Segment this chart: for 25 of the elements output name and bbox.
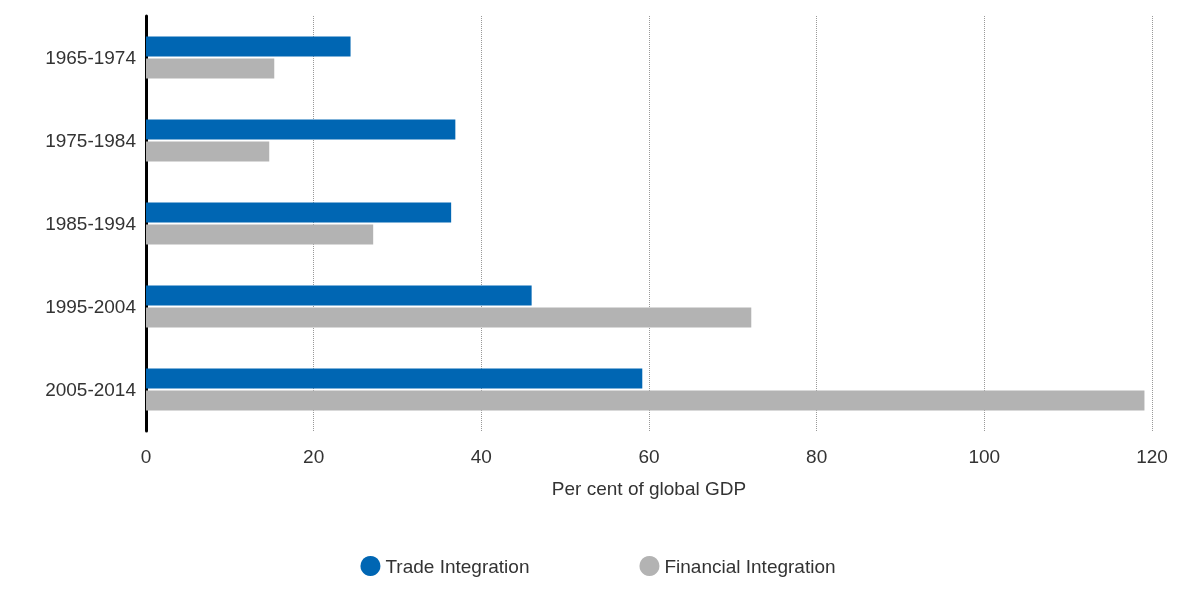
legend-label: Financial Integration bbox=[664, 555, 836, 577]
bar bbox=[146, 119, 456, 140]
y-tick-label: 1995-2004 bbox=[45, 296, 137, 317]
x-axis-title: Per cent of global GDP bbox=[551, 478, 747, 499]
bar bbox=[146, 141, 270, 162]
bar bbox=[146, 285, 532, 306]
bar bbox=[146, 58, 275, 79]
bar bbox=[146, 368, 643, 389]
bar bbox=[146, 390, 1145, 411]
x-tick-label: 0 bbox=[140, 446, 152, 467]
y-tick-label: 1965-1974 bbox=[45, 47, 137, 68]
x-tick-label: 60 bbox=[638, 446, 660, 467]
bar bbox=[146, 224, 374, 245]
y-tick-label: 2005-2014 bbox=[45, 379, 137, 400]
x-tick-label: 40 bbox=[470, 446, 492, 467]
x-tick-label: 20 bbox=[303, 446, 325, 467]
y-tick-label: 1975-1984 bbox=[45, 130, 137, 151]
bar bbox=[146, 307, 752, 328]
x-tick-label: 80 bbox=[806, 446, 828, 467]
x-tick-label: 100 bbox=[968, 446, 1001, 467]
x-tick-label: 120 bbox=[1136, 446, 1168, 467]
bar bbox=[146, 36, 351, 57]
y-tick-label: 1985-1994 bbox=[45, 213, 137, 234]
bar bbox=[146, 202, 452, 223]
legend-label: Trade Integration bbox=[385, 555, 530, 577]
